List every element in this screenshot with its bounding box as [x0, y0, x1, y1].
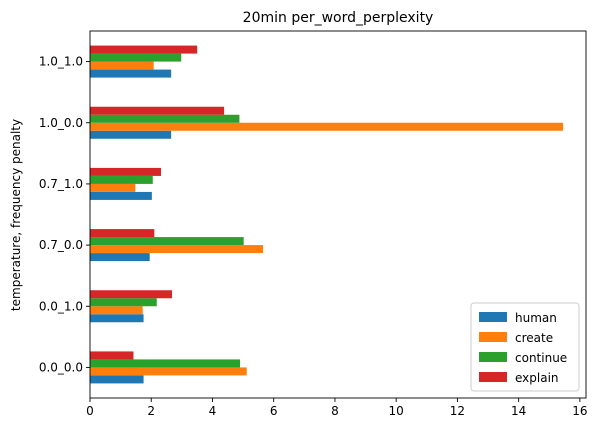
- bar-continue-0.7_0.0: [90, 237, 244, 246]
- bar-explain-0.0_1.0: [90, 290, 173, 299]
- bar-create-0.0_0.0: [90, 367, 247, 376]
- y-ticks-group: 0.0_0.0 0.0_1.0 0.7_0.0 0.7_1.0 1.0_0.0 1.0_1…: [39, 55, 90, 374]
- y-axis-label: temperature, frequency penalty: [9, 119, 23, 311]
- bar-continue-1.0_0.0: [90, 114, 240, 123]
- chart-title: 20min per_word_perplexity: [243, 10, 434, 26]
- bar-create-0.0_1.0: [90, 306, 143, 315]
- bar-explain-0.7_0.0: [90, 229, 155, 238]
- bar-create-0.7_0.0: [90, 245, 263, 254]
- bar-human-0.7_1.0: [90, 191, 152, 200]
- bar-human-1.0_0.0: [90, 130, 172, 139]
- bar-human-0.0_0.0: [90, 375, 144, 384]
- bar-create-1.0_0.0: [90, 122, 564, 131]
- x-tick-label: 0: [86, 404, 94, 418]
- y-tick-label: 0.7_0.0: [39, 238, 83, 252]
- legend-swatch-create: [479, 332, 507, 342]
- y-tick-label: 0.7_1.0: [39, 177, 83, 191]
- x-tick-label: 14: [511, 404, 526, 418]
- bar-human-1.0_1.0: [90, 69, 172, 78]
- bar-continue-0.0_1.0: [90, 298, 157, 307]
- x-tick-label: 8: [331, 404, 339, 418]
- legend-swatch-explain: [479, 372, 507, 382]
- bar-create-1.0_1.0: [90, 61, 154, 70]
- bar-human-0.7_0.0: [90, 253, 150, 262]
- x-tick-label: 4: [209, 404, 217, 418]
- legend-swatch-human: [479, 312, 507, 322]
- legend-label-explain: explain: [515, 371, 559, 385]
- plot-frame: [89, 30, 587, 399]
- legend-label-create: create: [515, 331, 553, 345]
- bar-create-0.7_1.0: [90, 183, 136, 192]
- legend-box: [470, 302, 580, 392]
- bar-continue-0.7_1.0: [90, 175, 153, 184]
- x-tick-label: 12: [450, 404, 465, 418]
- legend-swatch-continue: [479, 352, 507, 362]
- x-tick-label: 16: [572, 404, 587, 418]
- y-tick-label: 1.0_1.0: [39, 55, 83, 69]
- legend-label-continue: continue: [515, 351, 567, 365]
- legend-label-human: human: [515, 311, 557, 325]
- bar-explain-1.0_1.0: [90, 45, 198, 54]
- legend: human create continue explain: [470, 302, 580, 392]
- bar-human-0.0_1.0: [90, 314, 144, 323]
- y-tick-label: 0.0_0.0: [39, 360, 83, 374]
- y-tick-label: 1.0_0.0: [39, 116, 83, 130]
- bars-group: [90, 45, 564, 384]
- x-tick-label: 10: [389, 404, 404, 418]
- y-tick-label: 0.0_1.0: [39, 299, 83, 313]
- bar-explain-0.7_1.0: [90, 167, 162, 176]
- bar-continue-0.0_0.0: [90, 359, 241, 368]
- x-tick-label: 6: [270, 404, 278, 418]
- x-ticks-group: 0 2 4 6 8 10 12 14 16: [86, 398, 588, 418]
- x-tick-label: 2: [147, 404, 155, 418]
- bar-explain-0.0_0.0: [90, 351, 134, 360]
- bar-continue-1.0_1.0: [90, 53, 182, 62]
- bar-explain-1.0_0.0: [90, 106, 225, 115]
